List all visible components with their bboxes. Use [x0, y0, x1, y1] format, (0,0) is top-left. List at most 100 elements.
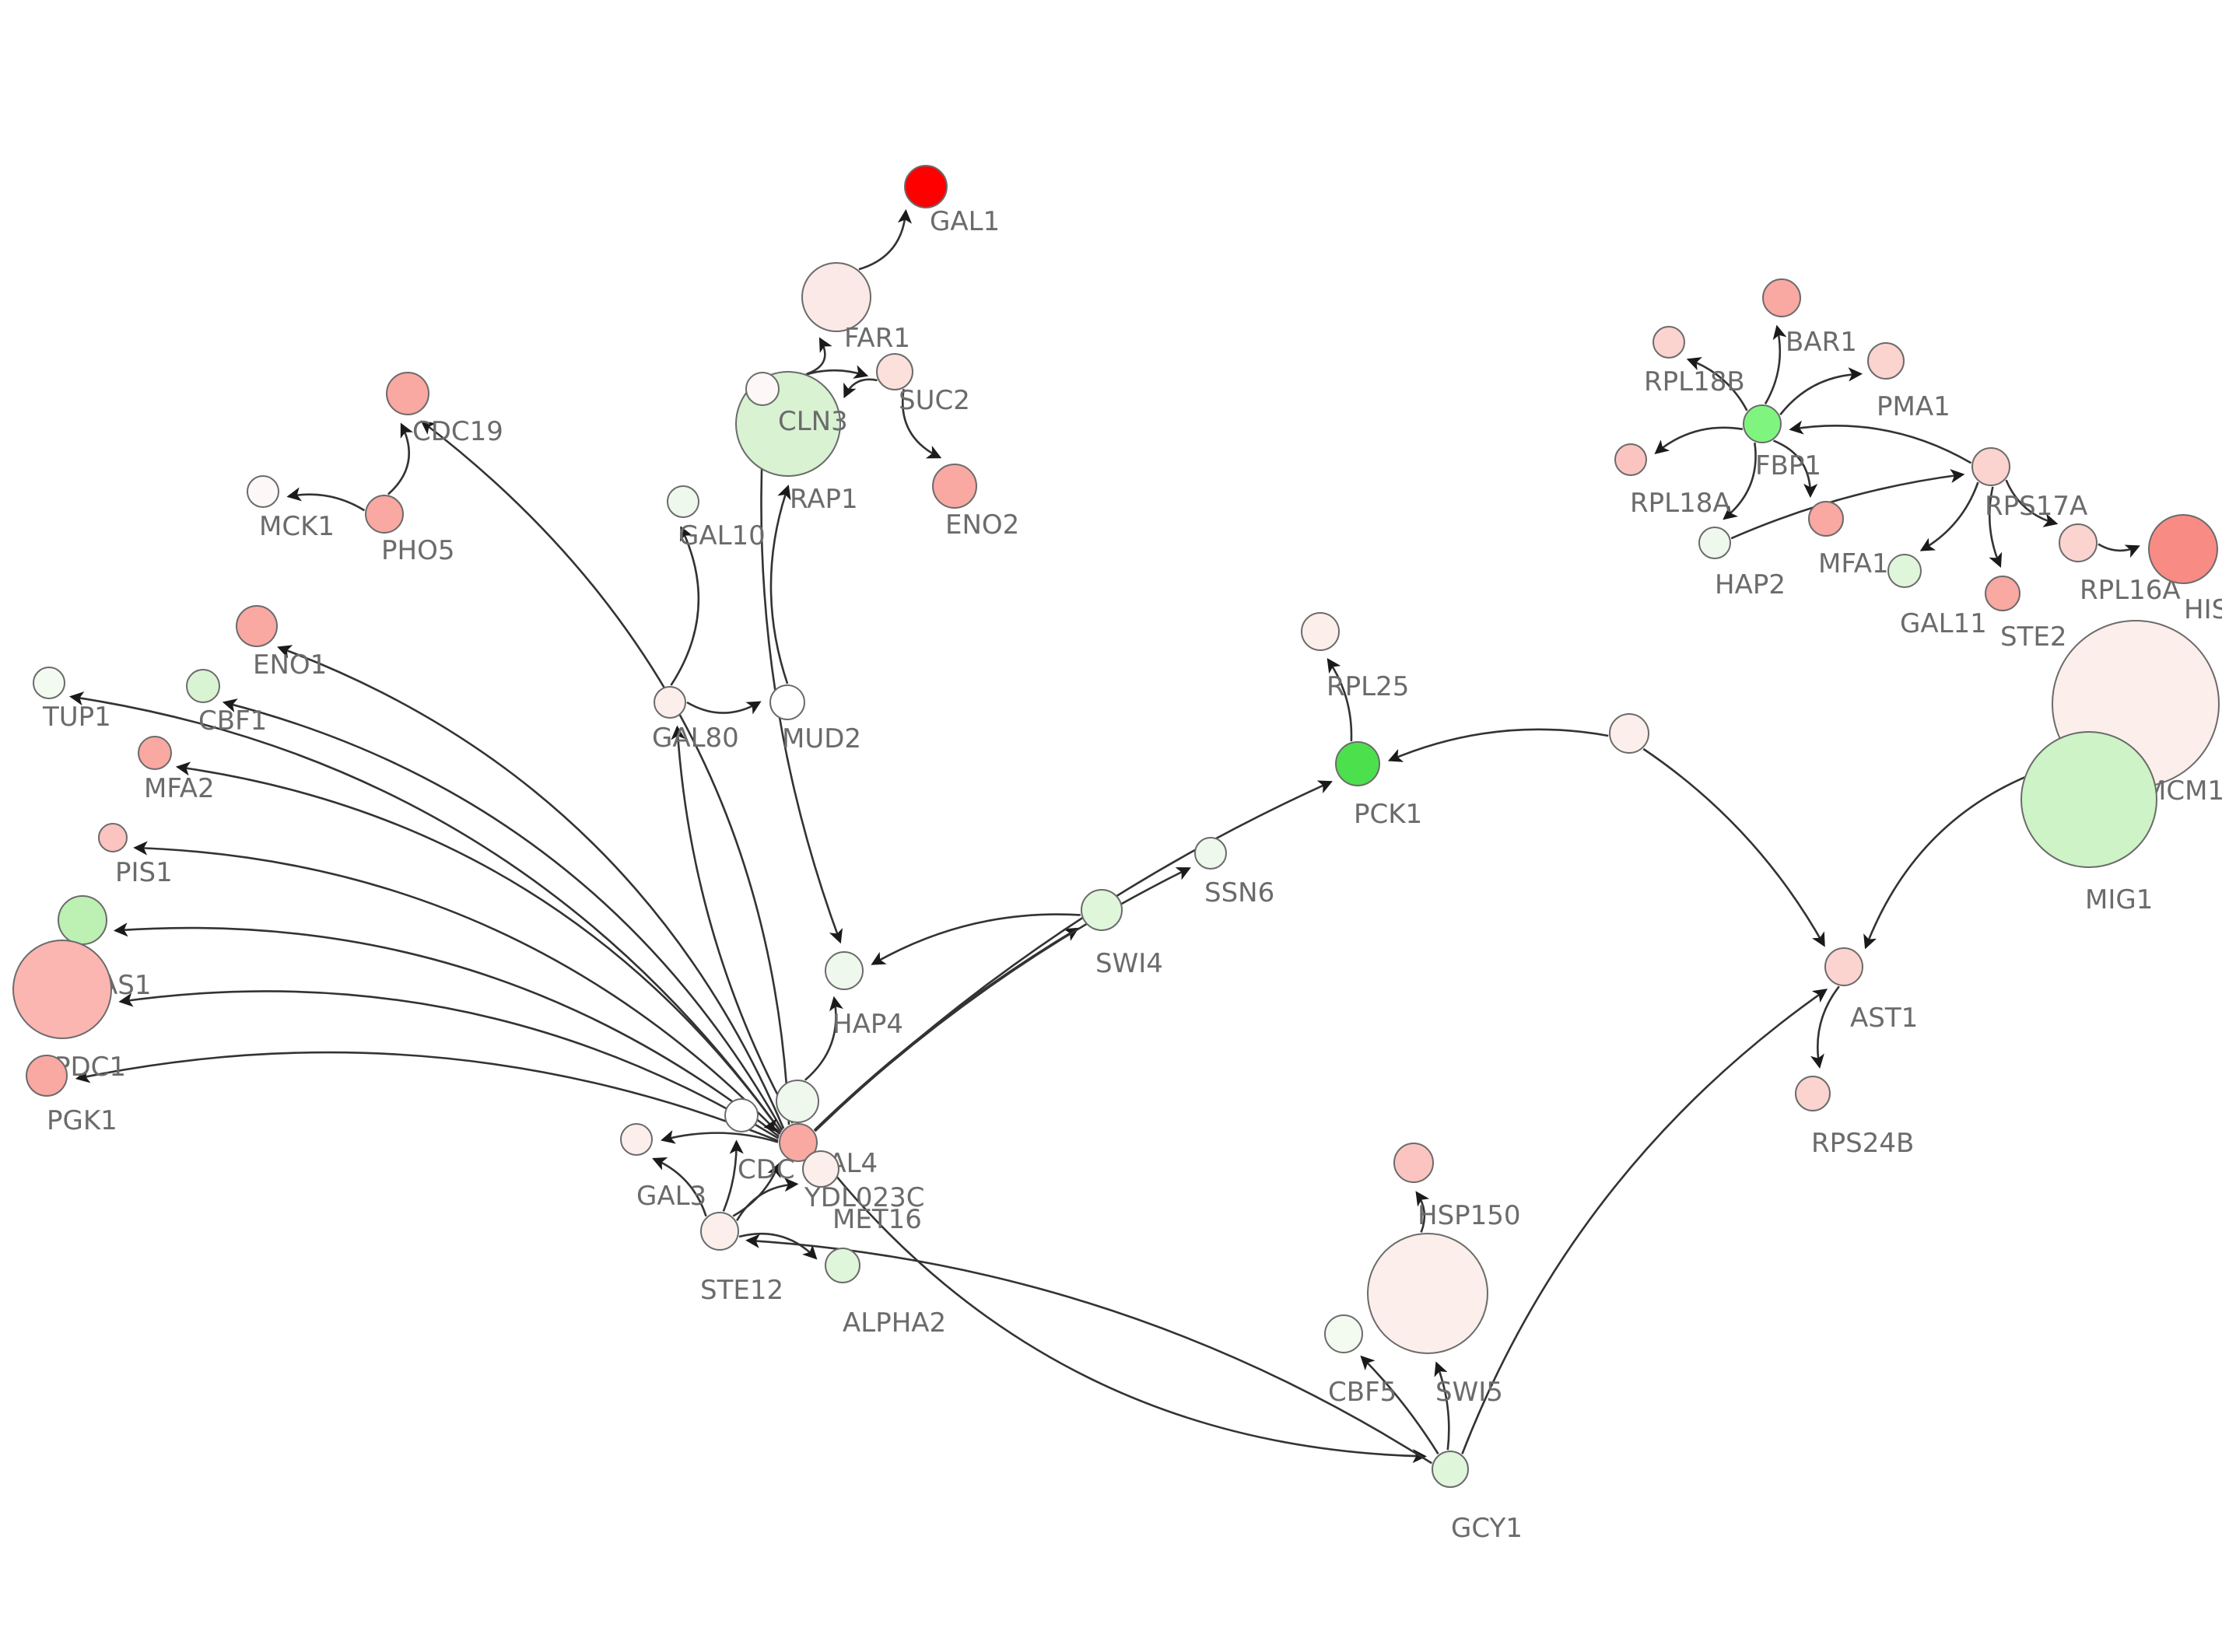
gene-node-mck1[interactable] [247, 475, 279, 508]
network-edge [736, 1178, 799, 1222]
gene-node-rpl16a[interactable] [2059, 523, 2098, 562]
gene-node-pgk1[interactable] [26, 1055, 68, 1097]
gene-node-rpl25[interactable] [1301, 612, 1340, 651]
gene-label-gal1: GAL1 [930, 206, 1001, 237]
gene-node-suc2[interactable] [876, 353, 913, 390]
gene-label-cbf1: CBF1 [198, 705, 268, 737]
gene-node-rps24b[interactable] [1795, 1076, 1831, 1111]
gene-label-far1: FAR1 [844, 323, 910, 354]
gene-node-tup1[interactable] [33, 667, 65, 699]
gene-node-rps17a[interactable] [1971, 447, 2010, 486]
gene-node-pho5[interactable] [365, 495, 404, 534]
gene-node-hapx[interactable] [776, 1080, 819, 1123]
network-edge [1686, 357, 1748, 411]
gene-node-alpha2[interactable] [825, 1248, 860, 1283]
network-edge [763, 1118, 781, 1135]
network-edge [1919, 481, 1979, 551]
gene-node-gal10[interactable] [667, 485, 699, 518]
gene-node-ydl023c[interactable] [802, 1150, 839, 1188]
network-edge [1764, 324, 1787, 404]
network-edge [1461, 989, 1828, 1454]
gene-node-gcy1[interactable] [1432, 1451, 1469, 1488]
gene-label-bar1: BAR1 [1786, 327, 1857, 358]
gene-node-cbf1[interactable] [186, 669, 220, 703]
gene-node-gas1[interactable] [58, 895, 107, 945]
gene-label-eno1: ENO1 [253, 649, 328, 681]
gene-node-pdc1[interactable] [12, 940, 112, 1039]
gene-node-far1[interactable] [801, 262, 871, 332]
gene-node-pma1[interactable] [1867, 342, 1905, 380]
network-edge [1730, 469, 1965, 540]
gene-label-mud2: MUD2 [782, 723, 862, 754]
gene-node-his4[interactable] [2148, 514, 2218, 584]
gene-node-hap4[interactable] [825, 951, 864, 990]
gene-node-cbf5[interactable] [1324, 1314, 1363, 1353]
gene-node-mfa1[interactable] [1808, 501, 1844, 537]
gene-node-ssn6[interactable] [1194, 837, 1227, 870]
gene-node-rap1[interactable] [745, 372, 780, 406]
gene-label-swi5: SWI5 [1435, 1377, 1503, 1408]
network-edge [807, 337, 832, 375]
gene-node-rpl18a[interactable] [1614, 443, 1647, 476]
gene-label-gal80: GAL80 [652, 723, 739, 754]
network-edge [769, 485, 791, 684]
gene-label-suc2: SUC2 [899, 385, 970, 416]
gene-label-his4: HIS4 [2184, 594, 2222, 625]
network-edge [75, 1051, 779, 1142]
gene-node-cdc19[interactable] [386, 372, 429, 415]
gene-label-rap1: RAP1 [790, 484, 858, 515]
gene-label-gcy1: GCY1 [1451, 1513, 1523, 1544]
gene-node-gal80[interactable] [654, 686, 686, 719]
network-edge [420, 420, 790, 1125]
gene-label-rpl18b: RPL18B [1644, 366, 1745, 397]
gene-label-ste2: STE2 [2000, 621, 2067, 653]
gene-node-bar1[interactable] [1762, 278, 1801, 317]
gene-node-fbp1[interactable] [1743, 404, 1782, 443]
gene-label-alpha2: ALPHA2 [843, 1307, 947, 1339]
network-edge [286, 487, 366, 512]
gene-label-swi4: SWI4 [1095, 948, 1163, 979]
gene-node-pck1[interactable] [1335, 741, 1380, 786]
gene-label-cbf5: CBF5 [1328, 1377, 1397, 1408]
gene-label-pck1: PCK1 [1354, 799, 1423, 830]
network-edge [652, 1157, 707, 1217]
network-edge [113, 922, 780, 1138]
gene-node-gal11[interactable] [1887, 554, 1922, 588]
gene-node-hap2[interactable] [1698, 527, 1731, 559]
gene-label-rps17a: RPS17A [1985, 491, 2088, 522]
gene-node-eno1[interactable] [236, 605, 278, 647]
gene-node-swi5[interactable] [1367, 1233, 1488, 1354]
gene-label-ssn6: SSN6 [1204, 877, 1275, 908]
network-edge [1810, 985, 1840, 1069]
network-edge [1789, 420, 1972, 464]
gene-node-cdc[interactable] [724, 1098, 759, 1132]
network-edge [1415, 1191, 1430, 1233]
network-edge [1327, 658, 1353, 742]
gene-node-swi4[interactable] [1081, 889, 1123, 931]
network-edge [118, 990, 780, 1139]
gene-node-ste12[interactable] [700, 1212, 739, 1251]
gene-node-mfa2[interactable] [138, 736, 172, 770]
network-edge [670, 526, 700, 686]
gene-node-unk1[interactable] [1609, 713, 1649, 754]
gene-node-eno2[interactable] [932, 464, 977, 509]
network-edge [222, 698, 783, 1131]
network-edge [858, 208, 913, 271]
gene-node-hsp150[interactable] [1393, 1143, 1434, 1183]
gene-label-hap2: HAP2 [1715, 569, 1786, 600]
gene-node-pis1[interactable] [98, 823, 128, 852]
gene-node-mud2[interactable] [769, 684, 805, 720]
network-edge [2098, 543, 2140, 558]
network-edge [133, 841, 781, 1136]
gene-node-gal3[interactable] [620, 1123, 653, 1156]
gene-node-ste2[interactable] [1985, 576, 2020, 611]
gene-node-mig1[interactable] [2020, 731, 2157, 868]
gene-node-gal1[interactable] [904, 165, 948, 208]
gene-node-ast1[interactable] [1824, 947, 1863, 986]
gene-label-cdc: CDC [738, 1154, 795, 1185]
gene-node-rpl18b[interactable] [1652, 326, 1685, 359]
network-edge [671, 725, 794, 1124]
gene-label-gal10: GAL10 [678, 520, 766, 551]
gene-label-pho5: PHO5 [381, 535, 455, 566]
network-edge [686, 701, 762, 715]
